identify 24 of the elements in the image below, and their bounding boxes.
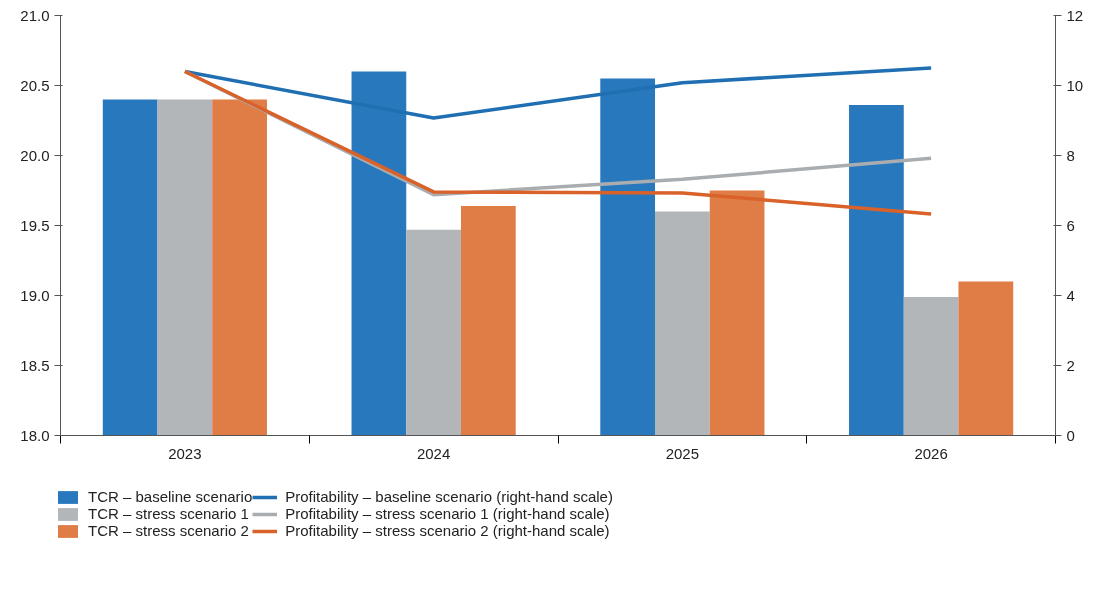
legend-label: TCR – stress scenario 1 <box>88 505 249 522</box>
legend-label: Profitability – stress scenario 1 (right-hand scale) <box>285 505 610 522</box>
y2-tick-label: 8 <box>1066 146 1075 164</box>
x-tick-label: 2024 <box>416 444 451 462</box>
y-tick-label: 18.0 <box>20 426 50 444</box>
x-tick-label: 2023 <box>168 444 202 462</box>
y2-tick-label: 6 <box>1066 216 1075 234</box>
y-tick-label: 19.0 <box>20 286 50 304</box>
y-tick-label: 18.5 <box>20 356 50 374</box>
y-tick-label: 19.5 <box>20 216 50 234</box>
y-tick-label: 21.0 <box>20 6 50 24</box>
legend-label: TCR – stress scenario 2 <box>88 522 249 539</box>
legend-label: TCR – baseline scenario <box>88 488 253 505</box>
y2-tick-label: 10 <box>1066 76 1084 94</box>
y2-tick-label: 4 <box>1066 286 1075 304</box>
y2-tick-label: 0 <box>1066 426 1075 444</box>
y-tick-label: 20.5 <box>20 76 50 94</box>
y2-tick-label: 12 <box>1066 6 1084 24</box>
y2-tick-label: 2 <box>1066 356 1075 374</box>
legend-label: Profitability – baseline scenario (right-hand scale) <box>285 488 613 505</box>
y-tick-label: 20.0 <box>20 146 50 164</box>
x-tick-label: 2025 <box>665 444 700 462</box>
legend-label: Profitability – stress scenario 2 (right-hand scale) <box>285 522 610 539</box>
x-tick-label: 2026 <box>914 444 948 462</box>
